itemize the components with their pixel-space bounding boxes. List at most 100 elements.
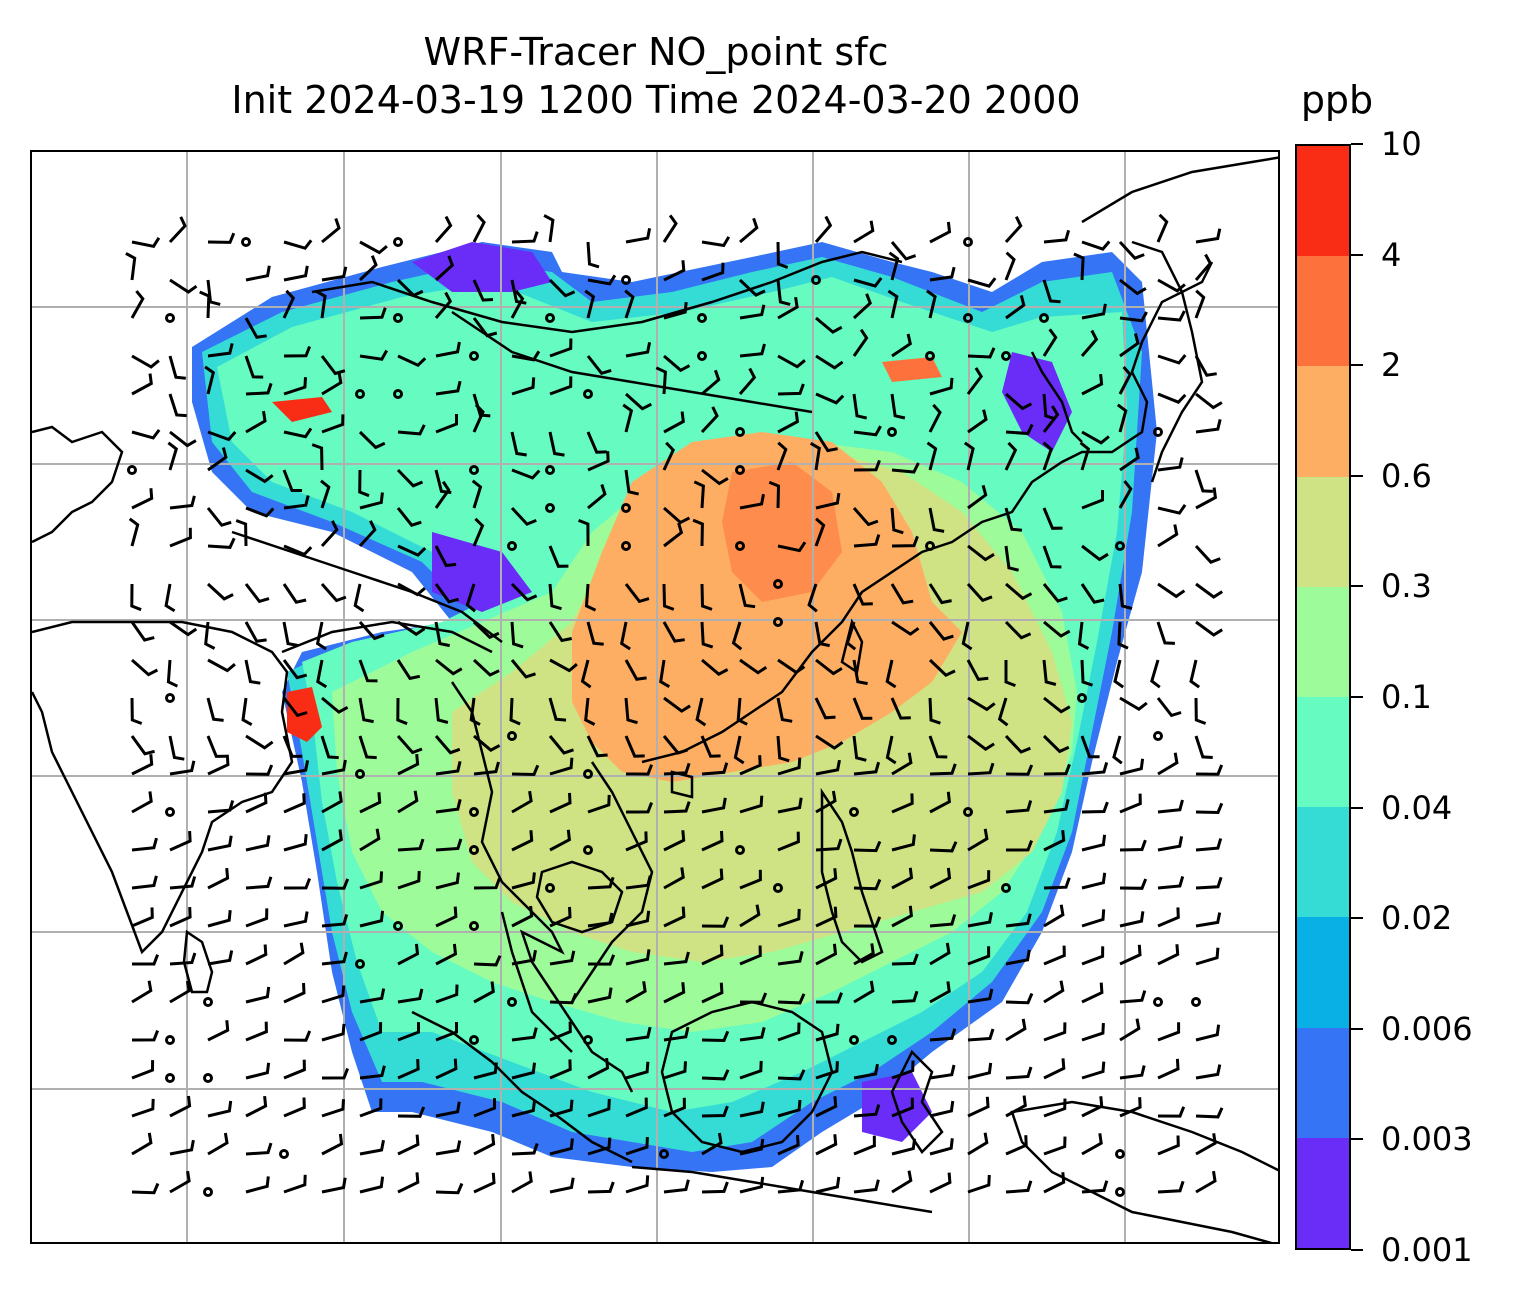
wind-barb — [701, 236, 731, 248]
wind-barb — [359, 1022, 383, 1042]
colorbar-tick — [1351, 917, 1363, 920]
wind-barb — [1079, 441, 1091, 471]
wind-barb — [543, 214, 555, 243]
wind-barb — [131, 837, 158, 852]
wind-barb — [929, 1064, 956, 1080]
wind-barb — [578, 519, 590, 547]
calm-wind-marker — [735, 541, 745, 551]
wind-barb — [929, 763, 957, 776]
wind-barb — [663, 801, 691, 814]
wind-barb — [359, 988, 386, 1004]
wind-barb — [625, 910, 651, 928]
calm-wind-marker — [621, 541, 631, 551]
wind-barb — [587, 912, 614, 928]
wind-barb — [510, 290, 525, 319]
wind-barb — [1081, 1061, 1106, 1080]
colorbar-segment — [1297, 1027, 1349, 1138]
wind-barb — [207, 754, 230, 776]
wind-barb — [511, 1027, 538, 1042]
wind-barb — [473, 1098, 496, 1118]
wind-barb — [815, 316, 843, 334]
wind-barb — [587, 1137, 612, 1156]
wind-barb — [1042, 393, 1056, 421]
calm-wind-marker — [469, 465, 479, 475]
wind-barb — [244, 317, 267, 339]
wind-barb — [739, 1176, 765, 1194]
wind-barb — [739, 1060, 763, 1080]
wind-barb — [662, 621, 685, 643]
wind-barb — [967, 1062, 993, 1080]
wind-barb — [548, 545, 569, 568]
wind-barb — [353, 583, 365, 613]
calm-wind-marker — [1001, 883, 1011, 893]
calm-wind-marker — [545, 313, 555, 323]
wind-barb — [701, 762, 729, 776]
wind-barb — [663, 1026, 690, 1042]
wind-barb — [997, 697, 1009, 727]
wind-barb — [1042, 734, 1070, 754]
wind-barb — [359, 349, 389, 361]
wind-barb — [967, 696, 996, 712]
wind-barb — [815, 492, 841, 510]
wind-barb — [625, 949, 651, 966]
wind-barb — [245, 835, 271, 852]
wind-barb — [966, 582, 993, 603]
calm-wind-marker — [735, 427, 745, 437]
wind-barb — [1189, 659, 1201, 689]
wind-barb — [206, 697, 224, 722]
wind-barb — [891, 535, 919, 548]
wind-barb — [169, 1095, 192, 1118]
wind-barb — [549, 829, 572, 852]
wind-barb — [397, 870, 421, 890]
coast-china-east — [641, 261, 1214, 764]
calm-wind-marker — [165, 1035, 175, 1045]
map-panel — [30, 150, 1280, 1244]
wind-barb — [929, 1138, 954, 1156]
wind-barb — [1194, 735, 1213, 759]
coast-java — [631, 1165, 933, 1214]
wind-barb — [321, 913, 349, 928]
wind-barb — [166, 659, 179, 688]
wind-barb — [282, 469, 302, 492]
wind-barb — [587, 1057, 610, 1080]
wind-barb — [1043, 1172, 1066, 1194]
wind-barb — [1043, 229, 1071, 244]
wind-barb — [283, 911, 309, 928]
colorbar — [1295, 144, 1351, 1250]
wind-barb — [244, 621, 267, 643]
wind-barb — [207, 1100, 233, 1118]
wind-barb — [1043, 945, 1066, 966]
wind-barb — [315, 289, 327, 319]
wind-barb — [701, 944, 724, 966]
wind-barb — [397, 790, 419, 814]
wind-barb — [358, 520, 377, 548]
wind-barb — [1005, 913, 1032, 928]
wind-barb — [700, 406, 719, 434]
wind-barb — [1194, 355, 1217, 377]
wind-barb — [321, 696, 349, 714]
wind-barb — [701, 1105, 729, 1118]
wind-barb — [549, 792, 572, 814]
wind-barb — [321, 1067, 350, 1080]
wind-barb — [967, 1174, 991, 1194]
wind-barb — [358, 735, 377, 760]
calm-wind-marker — [1039, 313, 1049, 323]
wind-barb — [814, 215, 833, 243]
wind-barb — [1004, 216, 1023, 244]
wind-barb — [776, 697, 793, 723]
wind-barb — [511, 830, 534, 852]
border-india-china — [281, 620, 493, 654]
wind-barb — [853, 277, 883, 288]
wind-barb — [396, 659, 421, 681]
wind-barb — [815, 838, 843, 852]
wind-barb — [966, 659, 989, 682]
wind-barb — [663, 506, 691, 525]
wind-barb — [701, 982, 724, 1004]
wind-barb — [207, 430, 237, 442]
map-canvas — [32, 152, 1278, 1242]
wind-barb — [587, 1098, 611, 1118]
wind-barb — [587, 1181, 615, 1194]
wind-barb — [1194, 697, 1207, 725]
wind-barb — [130, 290, 145, 319]
wind-barb — [549, 757, 574, 776]
